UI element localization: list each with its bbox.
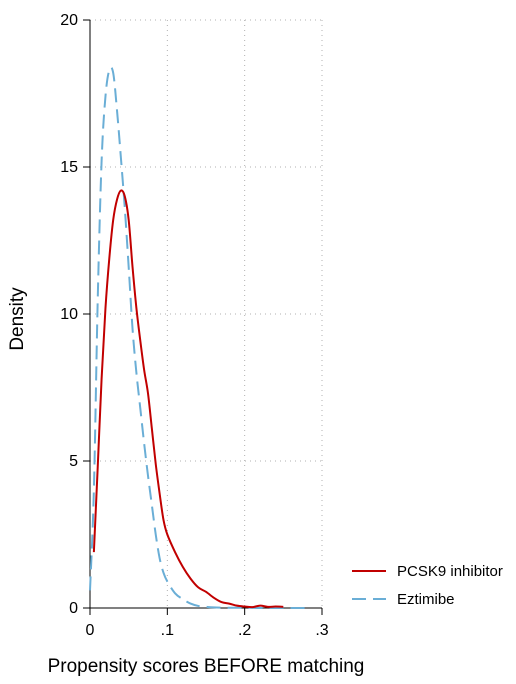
y-tick-label: 20 — [60, 12, 78, 29]
x-tick-label: 0 — [86, 622, 95, 639]
x-tick-label: .1 — [161, 622, 174, 639]
x-tick-label: .2 — [238, 622, 251, 639]
legend-label: PCSK9 inhibitor — [397, 563, 503, 580]
y-tick-label: 5 — [69, 453, 78, 470]
y-axis-title: Density — [7, 287, 28, 351]
series-lines — [89, 66, 307, 610]
y-tick-label: 15 — [60, 159, 78, 176]
series-line-pcsk9 — [92, 189, 284, 609]
y-tick-label: 0 — [69, 600, 78, 617]
legend-label: Eztimibe — [397, 591, 455, 608]
grid — [90, 19, 323, 608]
x-tick-label: .3 — [315, 622, 328, 639]
legend: PCSK9 inhibitor Eztimibe — [352, 563, 503, 608]
series-line-eztimibe — [89, 66, 307, 610]
y-tick-label: 10 — [60, 306, 78, 323]
axes — [83, 20, 322, 609]
tick-marks: 0 5 10 15 20 0 .1 .2 .3 — [60, 12, 329, 639]
x-axis-title: Propensity scores BEFORE matching — [48, 656, 365, 677]
